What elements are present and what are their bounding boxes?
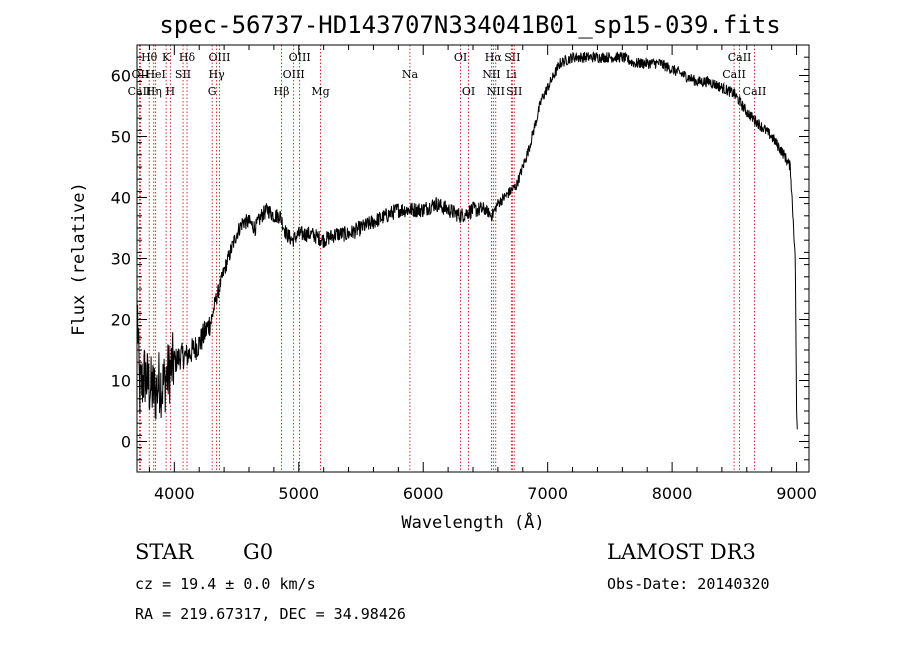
marker-label: OII — [132, 68, 150, 81]
marker-label: SII — [504, 51, 520, 64]
marker-label: Hγ — [209, 68, 226, 81]
obs-date: Obs-Date: 20140320 — [607, 575, 770, 593]
y-tick-label: 0 — [121, 433, 131, 452]
marker-label: Li — [506, 68, 517, 81]
marker-label: NII — [482, 68, 500, 81]
x-tick-label: 6000 — [403, 484, 444, 503]
marker-label: SII — [175, 68, 191, 81]
y-tick-label: 20 — [111, 311, 131, 330]
y-tick-label: 60 — [111, 67, 131, 86]
marker-label: Hη — [146, 85, 162, 98]
marker-label: Mg — [311, 85, 329, 98]
y-axis-ticks: 0 10 20 30 40 50 60 — [111, 44, 809, 473]
marker-label: NII — [487, 85, 505, 98]
marker-label: CaII — [728, 51, 752, 64]
marker-label: CaII — [722, 68, 746, 81]
marker-label: K — [162, 51, 171, 64]
object-class: STAR — [135, 540, 194, 564]
marker-label: HeI — [145, 68, 165, 81]
survey-name: LAMOST DR3 — [607, 540, 756, 564]
y-tick-label: 30 — [111, 250, 131, 269]
marker-label: H — [166, 85, 176, 98]
x-tick-label: 9000 — [776, 484, 817, 503]
spectrum-layer — [137, 51, 798, 430]
spectrum-line — [137, 51, 798, 430]
x-tick-label: 5000 — [278, 484, 319, 503]
chart-title: spec-56737-HD143707N334041B01_sp15-039.f… — [159, 11, 780, 39]
y-tick-label: 10 — [111, 372, 131, 391]
marker-label: CaII — [743, 85, 767, 98]
marker-label: OIII — [289, 51, 311, 64]
marker-label: OIII — [283, 68, 305, 81]
x-tick-label: 7000 — [527, 484, 568, 503]
x-axis-label: Wavelength (Å) — [401, 511, 544, 533]
marker-label: Hβ — [274, 85, 290, 98]
marker-label: Hδ — [179, 51, 196, 64]
marker-label: Na — [402, 68, 419, 81]
y-tick-label: 50 — [111, 128, 131, 147]
marker-label: G — [208, 85, 217, 98]
marker-label: Hα — [485, 51, 503, 64]
line-markers: HθOIICaIIHηHeIKHSIIHδGHγOIIIHβOIIIOIIIMg… — [128, 45, 767, 472]
plot-frame — [136, 44, 810, 473]
x-axis-ticks: 4000 5000 6000 7000 8000 9000 — [148, 45, 817, 503]
y-tick-label: 40 — [111, 189, 131, 208]
x-tick-label: 8000 — [652, 484, 693, 503]
redshift-text: cz = 19.4 ± 0.0 km/s — [135, 575, 316, 593]
marker-label: OIII — [208, 51, 230, 64]
marker-label: Hθ — [141, 51, 158, 64]
subclass: G0 — [243, 540, 273, 564]
marker-label: OI — [462, 85, 475, 98]
marker-label: SII — [506, 85, 522, 98]
marker-label: OI — [454, 51, 467, 64]
x-tick-label: 4000 — [154, 484, 195, 503]
marker-label: CaII — [128, 85, 152, 98]
y-axis-label: Flux (relative) — [69, 182, 89, 336]
coordinates: RA = 219.67317, DEC = 34.98426 — [135, 605, 406, 623]
